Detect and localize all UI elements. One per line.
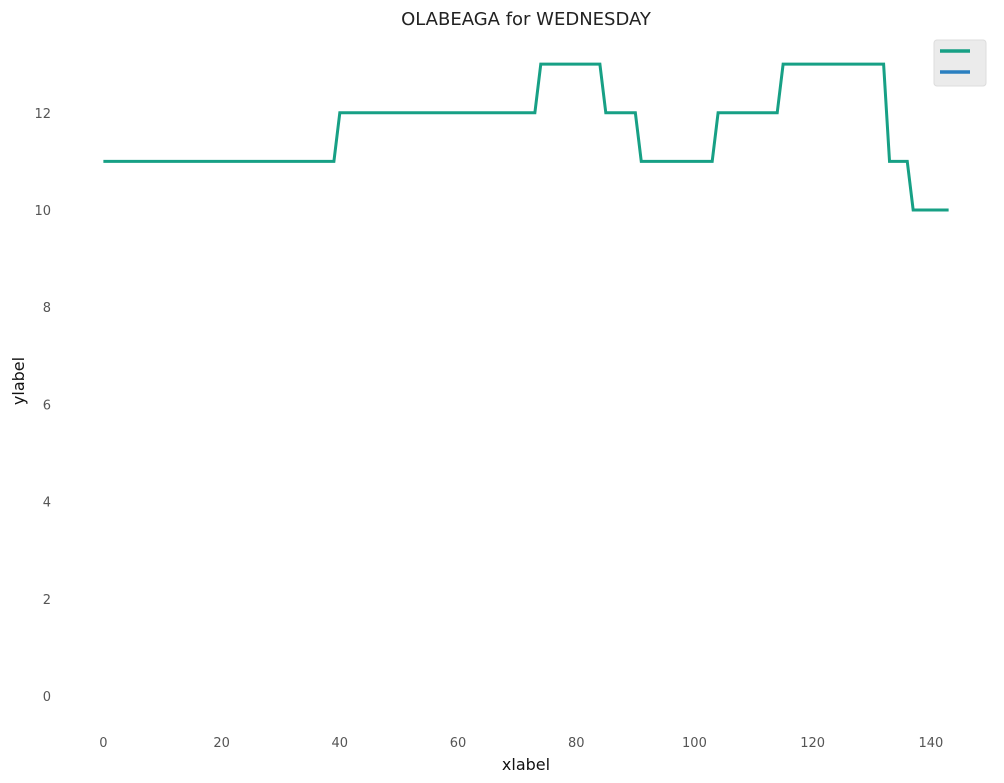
x-tick-label: 60 <box>450 736 467 751</box>
y-axis-ticks: 0 2 4 6 8 10 12 <box>34 107 51 705</box>
x-tick-label: 40 <box>332 736 349 751</box>
x-tick-label: 140 <box>918 736 943 751</box>
x-axis-label: xlabel <box>502 755 550 774</box>
y-tick-label: 0 <box>43 690 51 705</box>
y-tick-label: 2 <box>43 593 51 608</box>
y-tick-label: 12 <box>34 107 51 122</box>
x-tick-label: 20 <box>213 736 230 751</box>
y-tick-label: 4 <box>43 496 51 511</box>
y-tick-label: 8 <box>43 301 51 316</box>
x-axis-ticks: 0 20 40 60 80 100 120 140 <box>99 736 943 751</box>
y-tick-label: 10 <box>34 204 51 219</box>
series-line <box>103 62 949 212</box>
x-tick-label: 120 <box>800 736 825 751</box>
x-tick-label: 0 <box>99 736 107 751</box>
legend <box>933 39 987 87</box>
chart-title: OLABEAGA for WEDNESDAY <box>401 9 652 30</box>
series-layer <box>103 62 949 212</box>
x-tick-label: 100 <box>682 736 707 751</box>
y-axis-label: ylabel <box>9 357 28 405</box>
x-tick-label: 80 <box>568 736 585 751</box>
legend-box <box>933 39 987 87</box>
y-tick-label: 6 <box>43 398 51 413</box>
